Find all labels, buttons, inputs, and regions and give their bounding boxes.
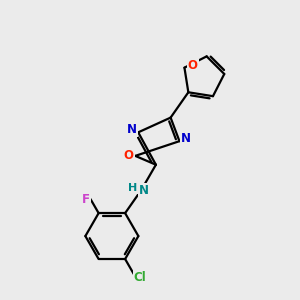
Text: H: H — [128, 183, 137, 193]
Text: F: F — [82, 193, 90, 206]
Text: O: O — [188, 59, 198, 72]
Text: N: N — [127, 124, 137, 136]
Text: N: N — [139, 184, 149, 197]
Text: O: O — [124, 149, 134, 162]
Text: N: N — [181, 132, 191, 145]
Text: Cl: Cl — [134, 271, 146, 284]
